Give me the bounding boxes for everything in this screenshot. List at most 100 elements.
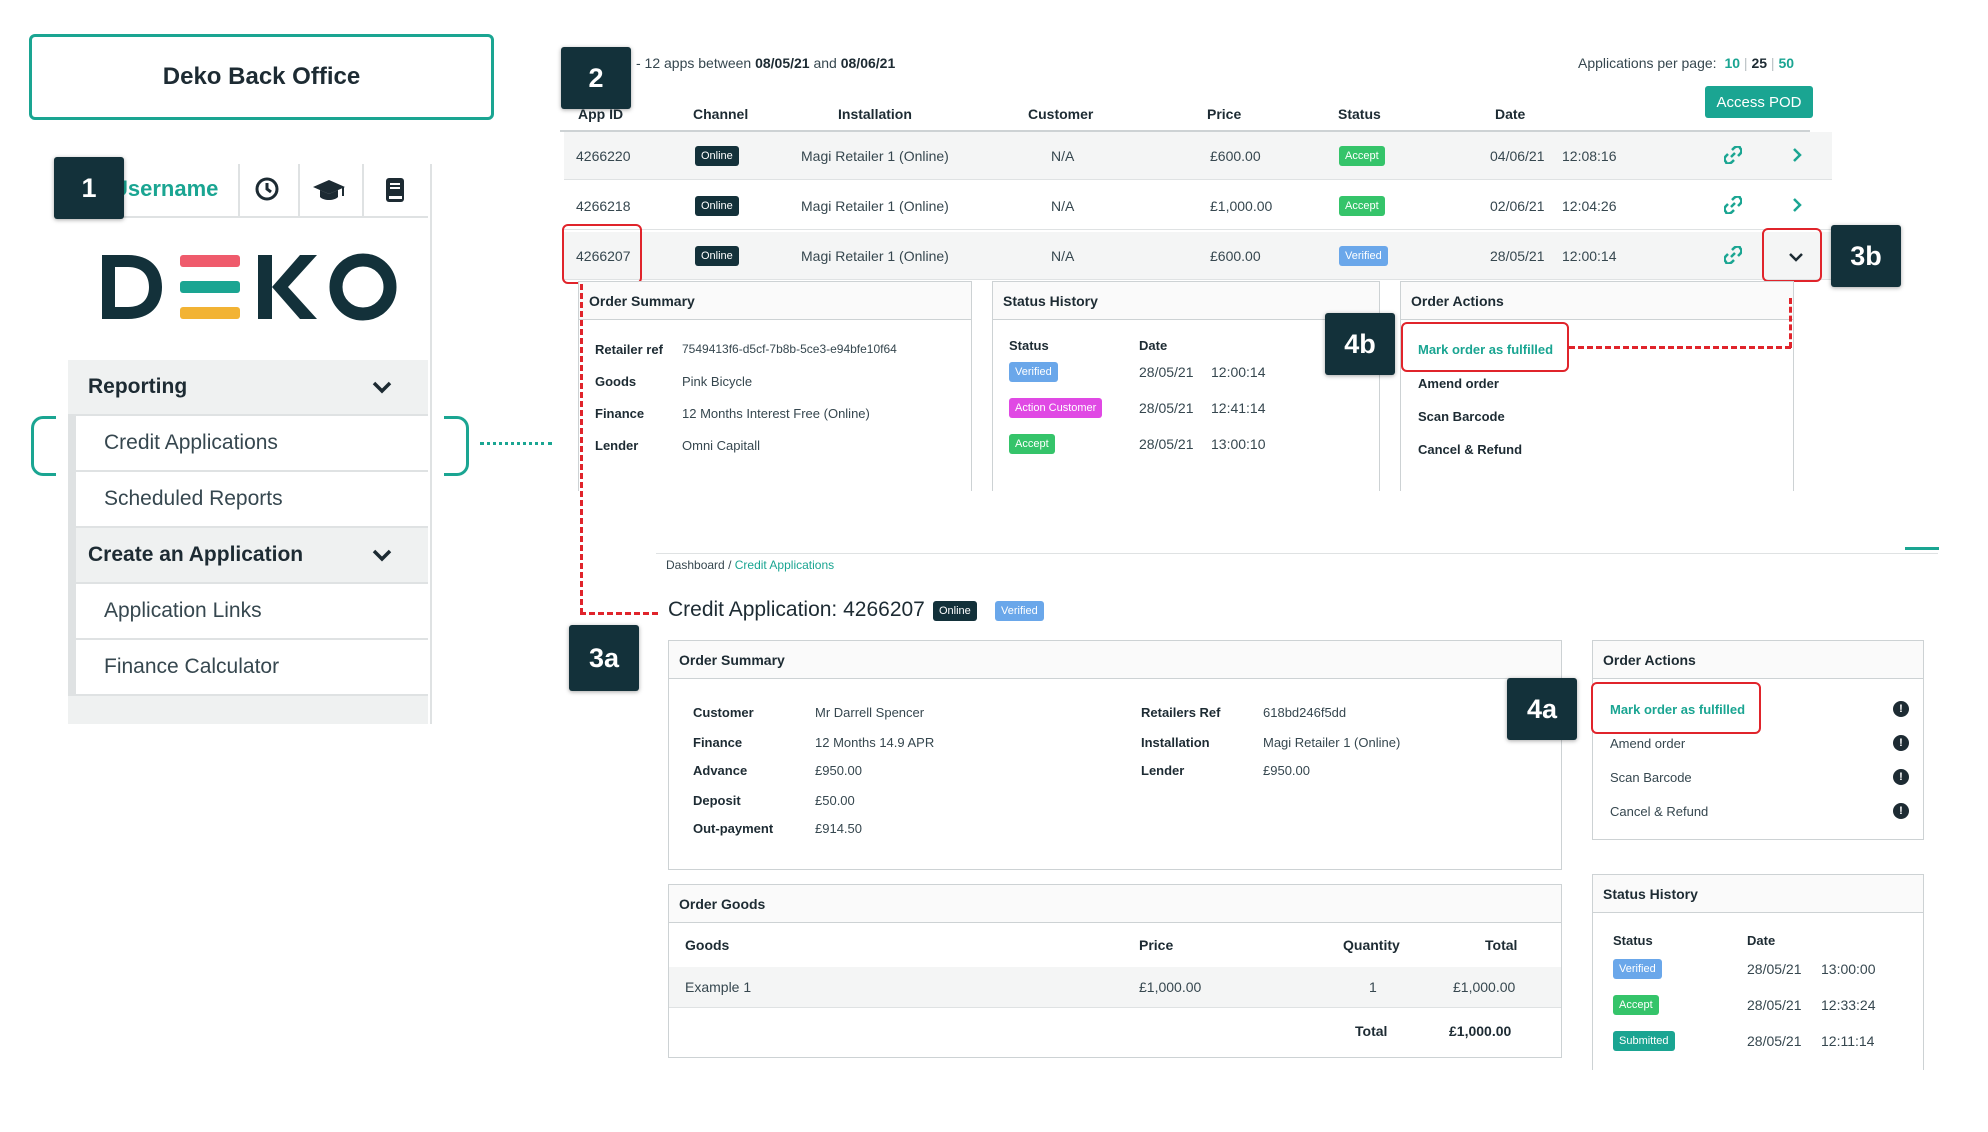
field-value: Mr Darrell Spencer	[815, 705, 925, 720]
channel-badge: Online	[695, 146, 739, 166]
expanded-order-summary: Order Summary Retailer ref 7549413f6-d5c…	[578, 281, 972, 491]
username-link[interactable]: Username	[112, 176, 219, 201]
status-badge-label: Action Customer	[1009, 398, 1103, 418]
detail-status-history: Status History Status Date Verified 28/0…	[1592, 874, 1924, 1070]
highlight-expand-toggle	[1762, 228, 1822, 282]
callout-3a: 3a	[569, 625, 639, 691]
sidebar-item-application-links[interactable]: Application Links	[68, 584, 428, 640]
link-icon[interactable]	[1723, 145, 1743, 169]
col-status[interactable]: Status	[1338, 106, 1381, 122]
per-page-selector: Applications per page: 10 | 25 | 50	[1578, 55, 1794, 71]
col-quantity: Quantity	[1343, 937, 1400, 953]
amend-order-action[interactable]: Amend order	[1610, 736, 1686, 751]
channel-badge-label: Online	[695, 196, 739, 216]
col-app-id[interactable]: App ID	[578, 106, 624, 122]
callout-3b: 3b	[1831, 225, 1901, 287]
per-page-label: Applications per page:	[1578, 55, 1717, 71]
link-icon[interactable]	[1723, 195, 1743, 219]
sidebar-item-finance-calculator[interactable]: Finance Calculator	[68, 640, 428, 696]
link-icon[interactable]	[1723, 245, 1743, 269]
status-badge: Verified	[1339, 246, 1388, 266]
field-value: 618bd246f5dd	[1263, 705, 1347, 720]
sidebar-group-label: Create an Application	[88, 543, 304, 566]
history-time: 12:11:14	[1821, 1033, 1875, 1049]
status-header: Status	[1009, 338, 1049, 353]
installation: Magi Retailer 1 (Online)	[801, 198, 949, 214]
time: 12:08:16	[1562, 148, 1617, 164]
access-pod-button[interactable]: Access POD	[1705, 86, 1813, 118]
info-icon[interactable]: !	[1893, 769, 1909, 785]
field-label: Lender	[1141, 763, 1185, 778]
date: 04/06/21	[1490, 148, 1545, 164]
separator: |	[1743, 55, 1748, 71]
sidebar-left-rule	[68, 416, 76, 700]
col-installation[interactable]: Installation	[838, 106, 912, 122]
field-label: Finance	[595, 406, 645, 421]
sidebar-item-scheduled-reports[interactable]: Scheduled Reports	[68, 472, 428, 528]
col-customer[interactable]: Customer	[1028, 106, 1094, 122]
breadcrumb-home[interactable]: Dashboard	[666, 558, 725, 572]
chevron-right-icon[interactable]	[1791, 147, 1803, 168]
chevron-down-icon	[372, 377, 392, 401]
status-badge: Accept	[1339, 146, 1385, 166]
highlight-mark-fulfilled-list	[1401, 322, 1569, 372]
connector-dashed-red	[580, 612, 658, 615]
book-icon[interactable]	[384, 177, 406, 208]
col-goods: Goods	[685, 937, 730, 953]
table-row[interactable]: 4266220 Online Magi Retailer 1 (Online) …	[564, 132, 1832, 180]
per-page-option[interactable]: 10	[1724, 55, 1741, 71]
info-icon[interactable]: !	[1893, 735, 1909, 751]
graduation-cap-icon[interactable]	[312, 178, 346, 207]
connector-dotted-teal	[480, 442, 552, 445]
status-badge-label: Accept	[1339, 196, 1385, 216]
chevron-down-icon[interactable]	[1788, 250, 1804, 268]
col-date[interactable]: Date	[1495, 106, 1526, 122]
channel-badge-label: Online	[933, 601, 977, 621]
table-row[interactable]: 4266207 Online Magi Retailer 1 (Online) …	[564, 232, 1832, 280]
status-badge-label: Submitted	[1613, 1031, 1675, 1051]
per-page-option[interactable]: 50	[1778, 55, 1795, 71]
channel-badge-label: Online	[695, 246, 739, 266]
breadcrumb-current[interactable]: Credit Applications	[734, 558, 835, 572]
amend-order-action[interactable]: Amend order	[1418, 376, 1499, 391]
goods-total: £1,000.00	[1453, 979, 1516, 995]
field-value: Magi Retailer 1 (Online)	[1263, 735, 1401, 750]
expanded-order-actions: Order Actions Mark order as fulfilled Am…	[1400, 281, 1794, 491]
highlight-bracket-left	[31, 416, 56, 476]
channel-badge-label: Online	[695, 146, 739, 166]
sidebar-item-label: Scheduled Reports	[104, 487, 283, 510]
app-id: 4266207	[576, 248, 631, 264]
clock-icon[interactable]	[254, 176, 280, 207]
history-time: 13:00:00	[1821, 961, 1876, 977]
chevron-down-icon	[372, 545, 392, 569]
chevron-right-icon[interactable]	[1791, 197, 1803, 218]
info-icon[interactable]: !	[1893, 803, 1909, 819]
per-page-option[interactable]: 25	[1751, 55, 1768, 71]
detail-top-rule	[656, 553, 1938, 554]
field-value: £950.00	[1263, 763, 1310, 778]
mark-fulfilled-action[interactable]: Mark order as fulfilled	[1418, 342, 1554, 357]
info-icon[interactable]: !	[1893, 701, 1909, 717]
history-time: 12:41:14	[1211, 400, 1266, 416]
cancel-refund-action[interactable]: Cancel & Refund	[1610, 804, 1709, 819]
date-header: Date	[1747, 933, 1776, 948]
scan-barcode-action[interactable]: Scan Barcode	[1418, 409, 1505, 424]
sidebar-group-create-application[interactable]: Create an Application	[68, 528, 428, 584]
sidebar-group-reporting[interactable]: Reporting	[68, 360, 428, 416]
scan-barcode-action[interactable]: Scan Barcode	[1610, 770, 1692, 785]
mark-fulfilled-action[interactable]: Mark order as fulfilled	[1610, 702, 1746, 717]
status-badge-label: Verified	[1339, 246, 1388, 266]
status-badge: Verified	[995, 601, 1044, 621]
date-header: Date	[1139, 338, 1168, 353]
callout-4b: 4b	[1325, 313, 1395, 375]
status-badge: Accept	[1339, 196, 1385, 216]
back-office-title: Deko Back Office	[162, 63, 361, 90]
panel-title: Order Summary	[579, 282, 971, 320]
table-row[interactable]: 4266218 Online Magi Retailer 1 (Online) …	[564, 182, 1832, 230]
breadcrumb-separator: /	[728, 558, 732, 572]
col-price[interactable]: Price	[1207, 106, 1242, 122]
sidebar-item-credit-applications[interactable]: Credit Applications	[68, 416, 428, 472]
col-channel[interactable]: Channel	[693, 106, 749, 122]
cancel-refund-action[interactable]: Cancel & Refund	[1418, 442, 1523, 457]
divider	[238, 164, 240, 216]
